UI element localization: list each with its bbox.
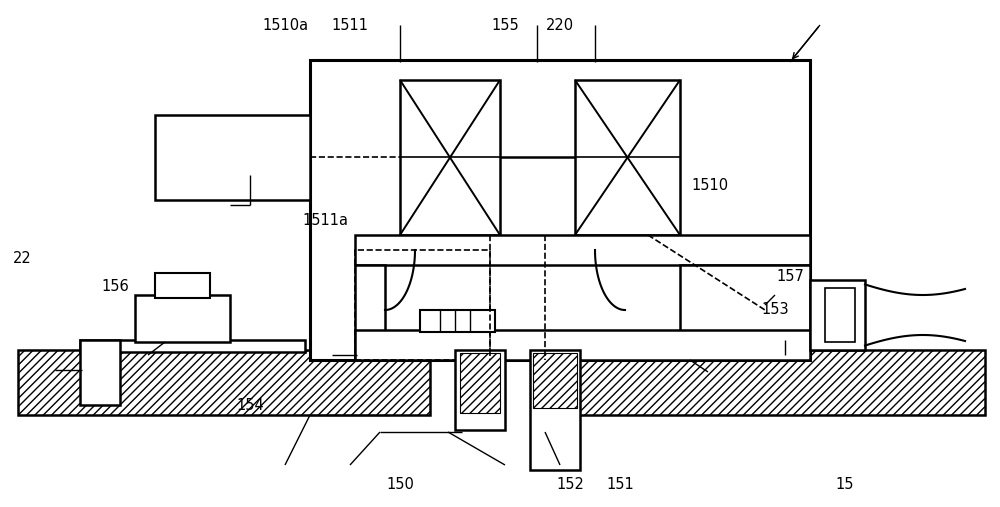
Text: 1511: 1511 bbox=[332, 18, 368, 33]
Bar bbox=[80, 340, 120, 405]
Text: 151: 151 bbox=[606, 477, 634, 492]
Bar bbox=[355, 330, 810, 360]
Text: 1510a: 1510a bbox=[262, 18, 308, 33]
Text: 157: 157 bbox=[776, 269, 804, 284]
Bar bbox=[680, 265, 810, 360]
Text: 152: 152 bbox=[556, 477, 584, 492]
Bar bbox=[560, 350, 985, 415]
Bar bbox=[135, 295, 230, 342]
Text: 150: 150 bbox=[386, 477, 414, 492]
Bar bbox=[455, 350, 505, 430]
Bar bbox=[810, 280, 865, 350]
Bar bbox=[80, 340, 305, 352]
Bar bbox=[420, 310, 495, 332]
Bar bbox=[460, 353, 500, 413]
Bar bbox=[400, 80, 500, 235]
Bar bbox=[825, 288, 855, 342]
Bar bbox=[575, 80, 680, 235]
Text: 156: 156 bbox=[101, 279, 129, 294]
Bar bbox=[355, 250, 490, 360]
Bar bbox=[533, 353, 577, 408]
Bar bbox=[530, 350, 580, 470]
Text: 153: 153 bbox=[761, 302, 789, 317]
Text: 1511a: 1511a bbox=[302, 213, 348, 228]
Bar bbox=[355, 265, 385, 360]
Bar bbox=[18, 350, 430, 415]
Bar bbox=[355, 235, 810, 265]
Bar bbox=[310, 60, 810, 360]
Text: 15: 15 bbox=[836, 477, 854, 492]
Text: 155: 155 bbox=[491, 18, 519, 33]
Text: 220: 220 bbox=[546, 18, 574, 33]
Text: 22: 22 bbox=[13, 251, 31, 266]
Bar bbox=[155, 273, 210, 298]
Bar bbox=[155, 115, 310, 200]
Text: 1510: 1510 bbox=[691, 177, 729, 193]
Text: 154: 154 bbox=[236, 398, 264, 413]
